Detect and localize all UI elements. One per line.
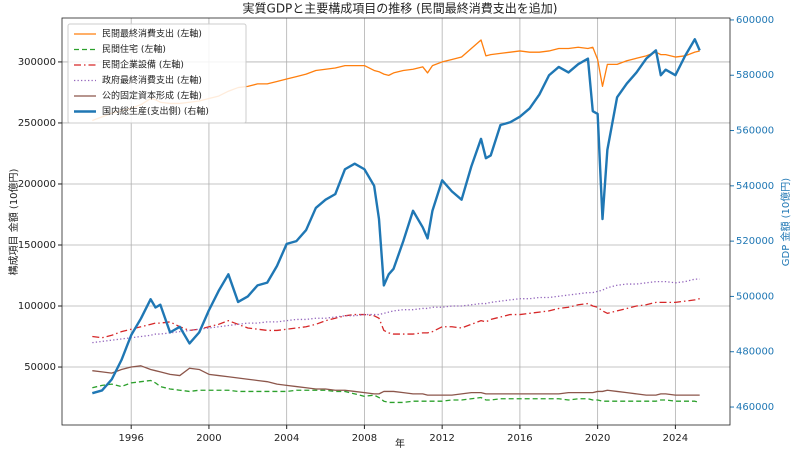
y2-tick-label: 480000 <box>736 347 774 358</box>
y-tick-label: 50000 <box>24 362 56 373</box>
series-line <box>91 38 701 395</box>
y2-axis-label: GDP 金額 (10億円) <box>779 178 792 266</box>
legend-label: 公的固定資本形成 (左軸) <box>102 90 202 102</box>
y-tick-label: 200000 <box>18 179 56 190</box>
series-line <box>92 298 700 339</box>
legend-box <box>67 23 247 124</box>
x-tick-label: 2024 <box>663 433 688 444</box>
legend-label: 民間住宅 (左軸) <box>102 43 166 55</box>
x-tick-label: 2012 <box>429 433 454 444</box>
y2-tick-label: 600000 <box>736 15 774 26</box>
series-line <box>92 365 700 396</box>
y-tick-label: 150000 <box>18 240 56 251</box>
x-axis-label: 年 <box>395 437 405 450</box>
y2-tick-label: 520000 <box>736 236 774 247</box>
chart-title: 実質GDPと主要構成項目の推移 (民間最終消費支出を追加) <box>243 1 558 16</box>
y2-tick-label: 560000 <box>736 126 774 137</box>
x-tick-label: 2000 <box>196 433 221 444</box>
y2-tick-label: 580000 <box>736 70 774 81</box>
y-tick-label: 100000 <box>18 301 56 312</box>
legend-label: 民間企業設備 (左軸) <box>102 59 184 71</box>
y2-tick-label: 540000 <box>736 181 774 192</box>
legend-label: 民間最終消費支出 (左軸) <box>102 28 202 40</box>
plot-frame <box>61 17 731 426</box>
legend-label: 政府最終消費支出 (左軸) <box>102 74 202 86</box>
series-line <box>92 278 700 344</box>
x-tick-label: 2020 <box>585 433 610 444</box>
y2-tick-label: 460000 <box>736 402 774 413</box>
y2-tick-label: 500000 <box>736 291 774 302</box>
x-tick-label: 2016 <box>507 433 532 444</box>
y-tick-label: 250000 <box>18 118 56 129</box>
y-axis-label: 構成項目 金額 (10億円) <box>7 168 20 275</box>
series-line <box>92 379 700 404</box>
x-tick-label: 2008 <box>352 433 377 444</box>
legend: 民間最終消費支出 (左軸) 民間住宅 (左軸) 民間企業設備 (左軸) 政府最終消費支… <box>67 23 247 124</box>
x-tick-label: 1996 <box>118 433 143 444</box>
y-tick-label: 300000 <box>18 57 56 68</box>
x-tick-label: 2004 <box>274 433 299 444</box>
legend-label: 国内総生産(支出側) (右軸) <box>102 105 209 117</box>
